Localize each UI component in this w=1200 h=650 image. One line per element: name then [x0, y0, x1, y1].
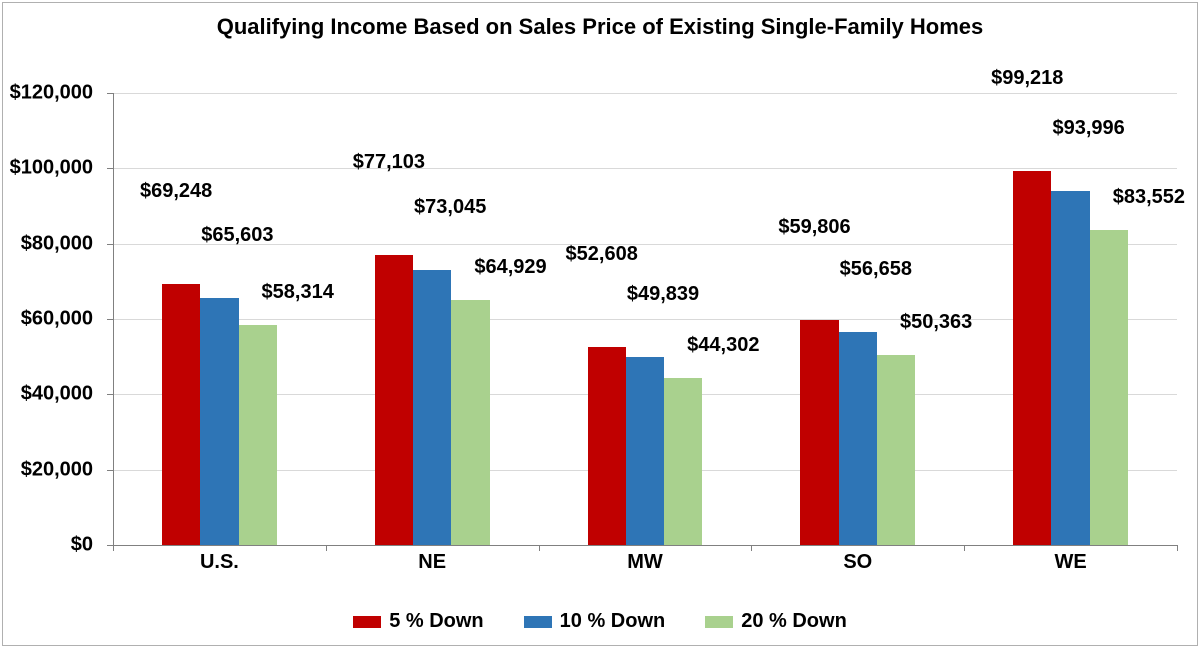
data-label: $65,603 [201, 224, 273, 247]
legend-item: 10 % Down [524, 610, 666, 633]
plot-area: $69,248 $65,603 $58,314 $77,103 $73,045 $64,9… [113, 93, 1177, 545]
data-label: $52,608 [566, 243, 638, 266]
data-label: $69,248 [140, 180, 212, 203]
bar [375, 255, 413, 545]
bar [626, 357, 664, 545]
bar [451, 300, 489, 545]
x-axis-labels: U.S. NE MW SO WE [113, 551, 1177, 581]
data-label: $77,103 [353, 151, 425, 174]
bar [877, 355, 915, 545]
legend-swatch [705, 616, 733, 628]
legend-item: 20 % Down [705, 610, 847, 633]
legend-label: 5 % Down [389, 610, 483, 633]
y-tick-label: $60,000 [21, 308, 93, 331]
bar [588, 347, 626, 545]
data-label: $99,218 [991, 67, 1063, 90]
chart-container: Qualifying Income Based on Sales Price o… [2, 2, 1198, 646]
data-label: $64,929 [474, 256, 546, 279]
y-tick-label: $40,000 [21, 383, 93, 406]
data-label: $73,045 [414, 196, 486, 219]
data-label: $93,996 [1052, 117, 1124, 140]
legend-item: 5 % Down [353, 610, 483, 633]
chart-title: Qualifying Income Based on Sales Price o… [3, 3, 1197, 47]
bar [162, 284, 200, 545]
y-tick-label: $0 [71, 534, 93, 557]
x-tick-label: MW [627, 551, 663, 574]
data-label: $44,302 [687, 334, 759, 357]
bar [200, 298, 238, 545]
legend: 5 % Down 10 % Down 20 % Down [3, 610, 1197, 633]
legend-swatch [353, 616, 381, 628]
bar [1090, 230, 1128, 545]
x-tick-label: NE [418, 551, 446, 574]
gridline [113, 545, 1177, 546]
data-label: $59,806 [778, 216, 850, 239]
bar [664, 378, 702, 545]
x-tick-label: WE [1054, 551, 1086, 574]
bar [1013, 171, 1051, 545]
legend-label: 20 % Down [741, 610, 847, 633]
bar [413, 270, 451, 545]
x-tick-label: U.S. [200, 551, 239, 574]
data-label: $56,658 [840, 258, 912, 281]
data-label: $58,314 [262, 281, 334, 304]
x-tick [1177, 545, 1178, 551]
data-label: $49,839 [627, 283, 699, 306]
y-tick-label: $100,000 [10, 157, 93, 180]
bars-layer: $69,248 $65,603 $58,314 $77,103 $73,045 $64,9… [113, 93, 1177, 545]
y-tick-label: $80,000 [21, 232, 93, 255]
y-axis-labels: $0$20,000$40,000$60,000$80,000$100,000$1… [3, 93, 103, 545]
bar [239, 325, 277, 545]
bar [800, 320, 838, 545]
y-tick-label: $120,000 [10, 82, 93, 105]
bar [839, 332, 877, 545]
legend-label: 10 % Down [560, 610, 666, 633]
y-tick-label: $20,000 [21, 458, 93, 481]
x-tick-label: SO [843, 551, 872, 574]
bar [1051, 191, 1089, 545]
data-label: $50,363 [900, 311, 972, 334]
legend-swatch [524, 616, 552, 628]
data-label: $83,552 [1113, 186, 1185, 209]
